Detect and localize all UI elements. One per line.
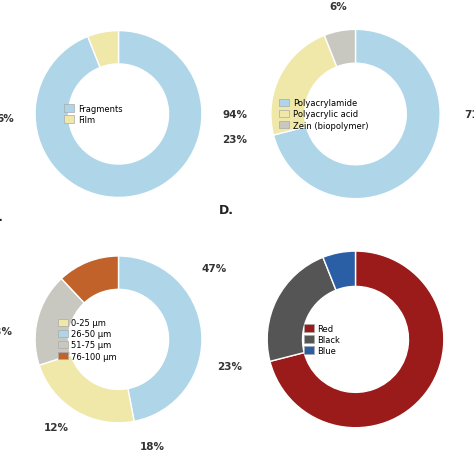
Wedge shape bbox=[88, 32, 118, 68]
Wedge shape bbox=[118, 257, 202, 421]
Text: 12%: 12% bbox=[44, 422, 68, 432]
Text: 6%: 6% bbox=[330, 2, 347, 11]
Legend: Polyacrylamide, Polyacrylic acid, Zein (biopolymer): Polyacrylamide, Polyacrylic acid, Zein (… bbox=[278, 97, 370, 132]
Wedge shape bbox=[324, 30, 356, 67]
Text: 71%: 71% bbox=[464, 110, 474, 120]
Legend: Fragments, Film: Fragments, Film bbox=[63, 103, 124, 126]
Wedge shape bbox=[39, 355, 134, 423]
Legend: Red, Black, Blue: Red, Black, Blue bbox=[302, 322, 342, 357]
Text: 23%: 23% bbox=[222, 135, 247, 145]
Text: 94%: 94% bbox=[223, 110, 248, 120]
Text: 6%: 6% bbox=[0, 114, 14, 124]
Wedge shape bbox=[62, 257, 118, 303]
Text: 23%: 23% bbox=[0, 326, 12, 336]
Wedge shape bbox=[35, 279, 84, 365]
Text: C.: C. bbox=[0, 211, 3, 224]
Text: D.: D. bbox=[219, 203, 234, 216]
Wedge shape bbox=[267, 257, 336, 362]
Legend: 0-25 μm, 26-50 μm, 51-75 μm, 76-100 μm: 0-25 μm, 26-50 μm, 51-75 μm, 76-100 μm bbox=[56, 317, 118, 363]
Wedge shape bbox=[273, 30, 440, 199]
Wedge shape bbox=[323, 252, 356, 291]
Text: 71%: 71% bbox=[469, 335, 474, 345]
Text: 47%: 47% bbox=[202, 264, 227, 274]
Wedge shape bbox=[35, 32, 202, 198]
Text: 6%: 6% bbox=[356, 222, 373, 232]
Wedge shape bbox=[271, 36, 337, 136]
Wedge shape bbox=[270, 252, 444, 428]
Text: 18%: 18% bbox=[139, 441, 164, 451]
Text: 23%: 23% bbox=[218, 361, 242, 371]
